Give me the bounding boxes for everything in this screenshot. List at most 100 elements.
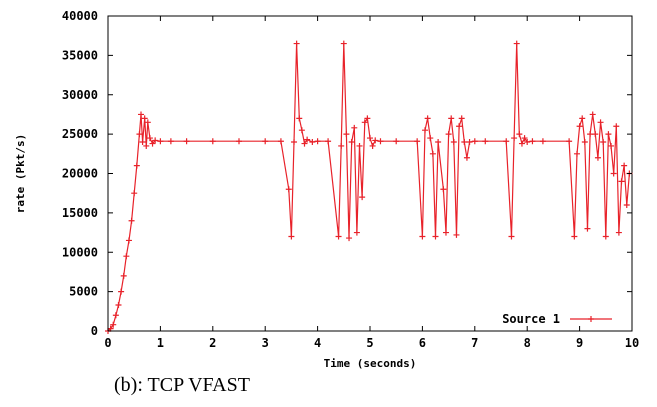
data-point bbox=[414, 138, 421, 145]
data-point bbox=[503, 138, 510, 145]
data-point bbox=[353, 229, 360, 236]
data-point bbox=[584, 225, 591, 232]
data-point bbox=[445, 131, 452, 138]
data-point bbox=[291, 139, 298, 145]
data-point bbox=[573, 150, 580, 157]
data-point bbox=[120, 272, 127, 279]
data-point bbox=[152, 137, 159, 144]
data-point bbox=[589, 111, 596, 118]
y-tick-label: 30000 bbox=[62, 88, 98, 102]
data-point bbox=[424, 115, 431, 122]
data-point bbox=[594, 154, 601, 161]
data-point bbox=[115, 302, 122, 309]
data-point bbox=[482, 138, 489, 145]
data-point bbox=[309, 139, 316, 145]
data-point bbox=[419, 233, 426, 240]
y-tick-label: 40000 bbox=[62, 9, 98, 23]
data-point bbox=[298, 127, 305, 134]
data-point bbox=[293, 40, 300, 47]
x-tick-label: 3 bbox=[262, 336, 269, 350]
data-point bbox=[429, 150, 436, 157]
data-point bbox=[521, 135, 528, 142]
data-point bbox=[133, 162, 140, 169]
rate-time-chart: 0 1 2 3 4 5 6 7 8 9 10 0 5000 10000 15000 20000 25000 300… bbox=[14, 9, 639, 370]
y-tick-label: 25000 bbox=[62, 127, 98, 141]
x-tick-label: 4 bbox=[314, 336, 321, 350]
data-point bbox=[338, 142, 345, 149]
data-point bbox=[440, 186, 447, 193]
data-point bbox=[118, 288, 125, 295]
legend-label-source-1: Source 1 bbox=[502, 312, 560, 326]
data-point bbox=[576, 123, 583, 130]
data-point bbox=[613, 123, 620, 130]
data-point bbox=[372, 137, 379, 144]
data-point bbox=[351, 124, 358, 131]
data-point bbox=[450, 139, 457, 145]
x-tick-label: 1 bbox=[157, 336, 164, 350]
x-tick-label: 5 bbox=[366, 336, 373, 350]
x-tick-label: 6 bbox=[419, 336, 426, 350]
data-point bbox=[513, 40, 520, 47]
data-point bbox=[511, 135, 518, 142]
y-tick-label: 20000 bbox=[62, 167, 98, 181]
axis-ticks: 0 1 2 3 4 5 6 7 8 9 10 0 5000 10000 15000 20000 25000 300… bbox=[62, 9, 639, 350]
data-point bbox=[571, 233, 578, 240]
data-point bbox=[262, 138, 269, 145]
data-point bbox=[361, 119, 368, 126]
y-tick-label: 5000 bbox=[69, 285, 98, 299]
data-point bbox=[141, 115, 148, 122]
data-point bbox=[608, 142, 615, 149]
y-tick-label: 10000 bbox=[62, 245, 98, 259]
data-point bbox=[143, 142, 150, 149]
data-point bbox=[448, 115, 455, 122]
data-point bbox=[529, 138, 536, 145]
data-point bbox=[138, 111, 145, 118]
data-point bbox=[209, 138, 216, 145]
series-line-source-1 bbox=[107, 43, 630, 332]
data-point bbox=[524, 139, 531, 145]
data-point bbox=[508, 233, 515, 240]
data-point bbox=[325, 138, 332, 145]
data-point bbox=[456, 123, 463, 130]
y-tick-label: 0 bbox=[91, 324, 98, 338]
data-point bbox=[621, 162, 628, 169]
data-point bbox=[518, 140, 525, 147]
data-point bbox=[144, 119, 151, 126]
data-point bbox=[356, 142, 363, 149]
data-point bbox=[285, 186, 292, 193]
data-point bbox=[442, 229, 449, 236]
data-point bbox=[566, 138, 573, 145]
data-point bbox=[343, 131, 350, 138]
data-point bbox=[112, 312, 119, 319]
data-point bbox=[346, 235, 353, 242]
data-point bbox=[600, 139, 607, 145]
data-point bbox=[461, 139, 468, 145]
x-tick-label: 0 bbox=[104, 336, 111, 350]
data-point bbox=[128, 217, 135, 224]
x-tick-label: 8 bbox=[524, 336, 531, 350]
data-point bbox=[131, 190, 138, 197]
data-point bbox=[136, 131, 143, 138]
data-point bbox=[359, 194, 366, 201]
y-tick-label: 35000 bbox=[62, 48, 98, 62]
figure-caption: (b): TCP VFAST bbox=[114, 374, 250, 396]
data-point bbox=[427, 135, 434, 142]
data-point bbox=[277, 138, 284, 145]
data-point bbox=[463, 154, 470, 161]
data-point bbox=[301, 140, 308, 147]
data-point bbox=[340, 40, 347, 47]
data-point bbox=[348, 139, 355, 145]
x-tick-label: 2 bbox=[209, 336, 216, 350]
data-point bbox=[581, 139, 588, 145]
legend: Source 1 bbox=[502, 312, 612, 326]
data-point bbox=[367, 135, 373, 142]
plot-area bbox=[105, 15, 633, 334]
data-point bbox=[435, 139, 442, 145]
plot-frame bbox=[107, 15, 633, 332]
data-point bbox=[167, 138, 174, 145]
data-point bbox=[364, 115, 371, 122]
data-point bbox=[623, 202, 630, 208]
data-point bbox=[458, 115, 465, 122]
x-axis-label: Time (seconds) bbox=[324, 357, 417, 370]
data-point bbox=[471, 138, 478, 145]
